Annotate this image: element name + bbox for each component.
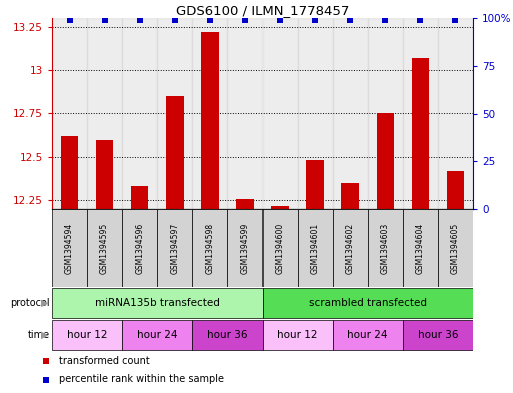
Text: hour 12: hour 12 [278,330,318,340]
Bar [52,209,87,287]
Bar [166,96,184,209]
Bar [332,320,403,350]
Bar [403,209,438,287]
Bar [306,160,324,209]
Bar [122,18,157,209]
Text: protocol: protocol [10,298,50,308]
Bar [271,206,289,209]
Text: GSM1394595: GSM1394595 [100,222,109,274]
Bar [52,18,87,209]
Bar [122,209,157,287]
Bar [236,198,254,209]
Text: GSM1394596: GSM1394596 [135,222,144,274]
Bar [368,18,403,209]
Bar [52,288,263,318]
Bar [368,209,403,287]
Bar [87,18,122,209]
Bar [87,209,122,287]
Text: GSM1394604: GSM1394604 [416,222,425,274]
Text: GSM1394601: GSM1394601 [311,222,320,274]
Bar [192,18,227,209]
Text: GSM1394602: GSM1394602 [346,222,354,274]
Text: hour 24: hour 24 [137,330,177,340]
Text: hour 24: hour 24 [347,330,388,340]
Text: GSM1394599: GSM1394599 [241,222,249,274]
Text: hour 36: hour 36 [418,330,458,340]
Point [135,17,144,23]
Text: GSM1394603: GSM1394603 [381,222,390,274]
Text: ▶: ▶ [41,330,48,340]
Text: GSM1394597: GSM1394597 [170,222,179,274]
Bar [332,18,368,209]
Point [381,17,389,23]
Point [346,17,354,23]
Bar [447,171,464,209]
Text: GSM1394594: GSM1394594 [65,222,74,274]
Text: time: time [28,330,50,340]
Text: percentile rank within the sample: percentile rank within the sample [59,375,224,384]
Point [311,17,319,23]
Text: GSM1394598: GSM1394598 [205,222,214,274]
Bar [263,18,298,209]
Bar [157,209,192,287]
Text: miRNA135b transfected: miRNA135b transfected [95,298,220,308]
Point [66,17,74,23]
Bar [342,183,359,209]
Bar [192,209,227,287]
Text: hour 36: hour 36 [207,330,248,340]
Bar [157,18,192,209]
Bar [332,209,368,287]
Bar [131,186,148,209]
Bar [192,320,263,350]
Bar [377,114,394,209]
Text: GSM1394600: GSM1394600 [275,222,285,274]
Bar [403,320,473,350]
Bar [298,209,332,287]
Text: transformed count: transformed count [59,356,150,365]
Bar [201,32,219,209]
Text: scrambled transfected: scrambled transfected [309,298,427,308]
Point [101,17,109,23]
Point [451,17,460,23]
Bar [122,320,192,350]
Point [276,17,284,23]
Bar [52,320,122,350]
Bar [298,18,332,209]
Point [416,17,424,23]
Bar [227,209,263,287]
Bar [263,209,298,287]
Bar [263,288,473,318]
Text: hour 12: hour 12 [67,330,107,340]
Bar [227,18,263,209]
Bar [263,320,332,350]
Bar [438,18,473,209]
Bar [438,209,473,287]
Title: GDS6100 / ILMN_1778457: GDS6100 / ILMN_1778457 [176,4,349,17]
Point [241,17,249,23]
Bar [403,18,438,209]
Text: ▶: ▶ [41,298,48,308]
Bar [96,140,113,209]
Bar [411,58,429,209]
Point [171,17,179,23]
Bar [61,136,78,209]
Point [206,17,214,23]
Text: GSM1394605: GSM1394605 [451,222,460,274]
